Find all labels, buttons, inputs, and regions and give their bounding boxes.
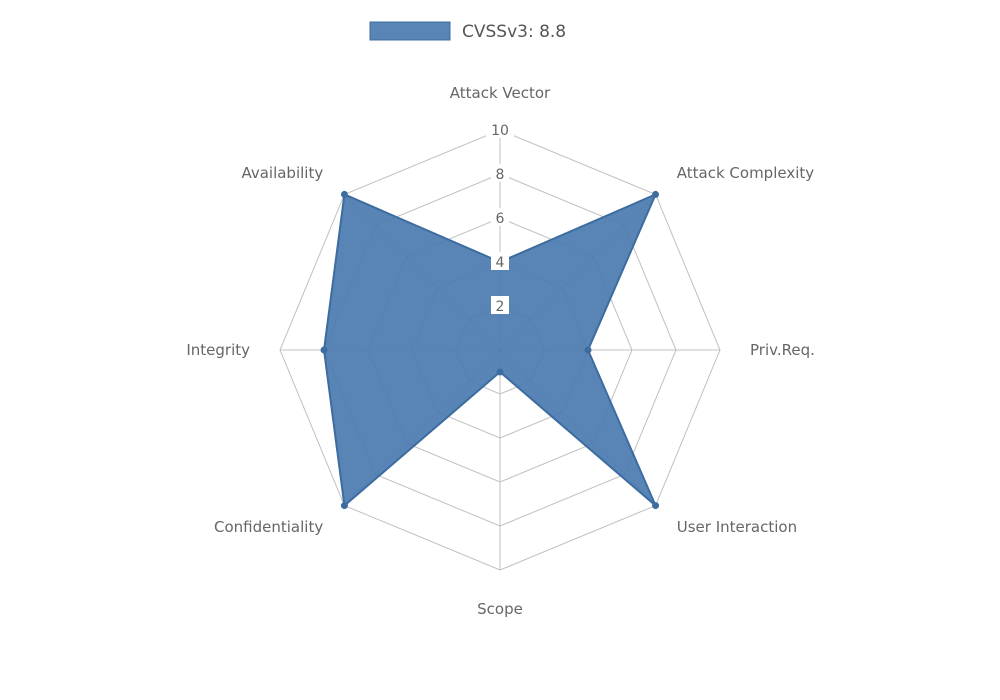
series-point (341, 191, 348, 198)
axis-label: Scope (477, 600, 523, 618)
tick-label: 8 (496, 167, 505, 183)
axis-label: Priv.Req. (750, 341, 815, 359)
tick-label: 4 (496, 255, 505, 271)
radar-chart: 2 4 6 8 10 Attack Vector Attack Complexity Priv… (0, 0, 1000, 700)
series-point (341, 502, 348, 509)
axis-label: Availability (241, 164, 323, 182)
tick-label: 10 (491, 123, 509, 139)
series-point (321, 347, 328, 354)
axis-label: Integrity (186, 341, 250, 359)
series-point (652, 502, 659, 509)
tick-label: 6 (496, 211, 505, 227)
legend-label: CVSSv3: 8.8 (462, 22, 566, 42)
axis-label: Confidentiality (214, 518, 323, 536)
series-point (585, 347, 592, 354)
legend-swatch (370, 22, 450, 40)
axis-label: Attack Vector (450, 84, 551, 102)
series-point (497, 369, 504, 376)
axis-label: User Interaction (677, 518, 797, 536)
series-point (652, 191, 659, 198)
axis-label: Attack Complexity (677, 164, 814, 182)
tick-label: 2 (496, 299, 505, 315)
